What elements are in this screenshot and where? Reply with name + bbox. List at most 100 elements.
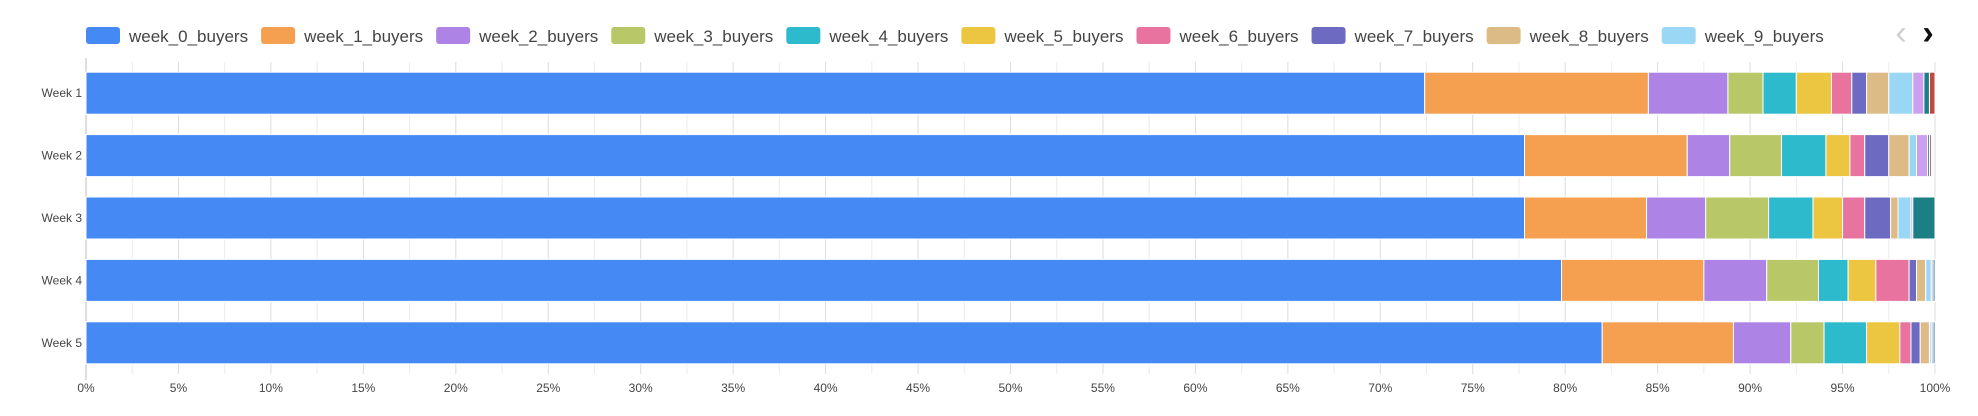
- legend-label: week_1_buyers: [303, 27, 423, 46]
- legend-swatch: [261, 27, 296, 44]
- legend-label: week_8_buyers: [1529, 27, 1649, 46]
- category-label: Week 4: [42, 273, 83, 287]
- legend-prev-icon[interactable]: ‹: [1895, 14, 1906, 52]
- bar-segment-week_2_buyers[interactable]: [1647, 71, 1729, 115]
- bars: [85, 71, 1936, 365]
- legend-label: week_7_buyers: [1354, 27, 1474, 46]
- legend-item-week_4_buyers[interactable]: week_4_buyers: [786, 27, 948, 46]
- legend-swatch: [1136, 27, 1171, 44]
- bar-segment-week_7_buyers[interactable]: [1908, 258, 1918, 302]
- bar-segment-week_6_buyers[interactable]: [1849, 134, 1866, 178]
- legend-item-week_6_buyers[interactable]: week_6_buyers: [1136, 27, 1299, 46]
- legend-item-week_7_buyers[interactable]: week_7_buyers: [1311, 27, 1474, 46]
- bar-segment-week_8_buyers[interactable]: [1919, 321, 1930, 365]
- bar-segment-week_4_buyers[interactable]: [1781, 134, 1827, 178]
- bar-segment-week_1_buyers[interactable]: [1424, 71, 1649, 115]
- bar-group-week-1: [85, 71, 1936, 115]
- legend-swatch: [786, 27, 821, 44]
- bar-segment-week_1_buyers[interactable]: [1601, 321, 1734, 365]
- legend-swatch: [961, 27, 996, 44]
- legend-label: week_9_buyers: [1704, 27, 1824, 46]
- bar-group-week-4: [85, 258, 1936, 302]
- legend-swatch: [86, 27, 120, 44]
- bar-segment-week_2_buyers[interactable]: [1703, 258, 1768, 302]
- bar-segment-week_1_buyers[interactable]: [1524, 134, 1688, 178]
- x-tick-label: 90%: [1738, 381, 1762, 395]
- bar-segment-week_7_buyers[interactable]: [1851, 71, 1868, 115]
- bar-segment-week_2_buyers[interactable]: [1686, 134, 1731, 178]
- bar-segment-series-10[interactable]: [1912, 71, 1925, 115]
- bar-segment-series-11[interactable]: [1932, 321, 1936, 365]
- bar-segment-series-11[interactable]: [1932, 258, 1936, 302]
- bar-segment-week_4_buyers[interactable]: [1818, 258, 1849, 302]
- x-tick-label: 45%: [906, 381, 930, 395]
- bar-segment-week_6_buyers[interactable]: [1830, 71, 1853, 115]
- x-tick-label: 55%: [1091, 381, 1115, 395]
- bar-segment-week_9_buyers[interactable]: [1888, 71, 1914, 115]
- bar-segment-week_5_buyers[interactable]: [1825, 134, 1851, 178]
- bar-segment-series-10[interactable]: [1916, 134, 1929, 178]
- bar-segment-week_5_buyers[interactable]: [1812, 196, 1844, 240]
- category-labels: Week 1 Week 2 Week 3 Week 4 Week 5: [42, 86, 83, 350]
- bar-segment-week_9_buyers[interactable]: [1897, 196, 1912, 240]
- bar-segment-week_0_buyers[interactable]: [85, 258, 1563, 302]
- legend-next-icon[interactable]: ›: [1922, 14, 1933, 52]
- x-tick-label: 85%: [1646, 381, 1670, 395]
- bar-segment-week_6_buyers[interactable]: [1899, 321, 1912, 365]
- x-tick-label: 15%: [351, 381, 375, 395]
- bar-segment-week_3_buyers[interactable]: [1729, 134, 1783, 178]
- bar-segment-week_5_buyers[interactable]: [1866, 321, 1901, 365]
- bar-segment-week_4_buyers[interactable]: [1762, 71, 1797, 115]
- bar-segment-week_4_buyers[interactable]: [1768, 196, 1814, 240]
- bar-segment-week_9_buyers[interactable]: [1925, 258, 1932, 302]
- legend-item-week_2_buyers[interactable]: week_2_buyers: [436, 27, 598, 46]
- bar-segment-week_7_buyers[interactable]: [1910, 321, 1921, 365]
- bar-segment-week_6_buyers[interactable]: [1842, 196, 1866, 240]
- bar-segment-week_0_buyers[interactable]: [85, 134, 1526, 178]
- x-tick-label: 30%: [629, 381, 653, 395]
- bar-segment-week_1_buyers[interactable]: [1561, 258, 1705, 302]
- x-tick-label: 80%: [1553, 381, 1577, 395]
- bar-segment-week_0_buyers[interactable]: [85, 71, 1426, 115]
- bar-segment-week_0_buyers[interactable]: [85, 196, 1526, 240]
- legend-item-week_5_buyers[interactable]: week_5_buyers: [961, 27, 1123, 46]
- legend-label: week_4_buyers: [828, 27, 948, 46]
- legend: week_0_buyers week_1_buyers week_2_buyers w…: [86, 27, 1824, 46]
- bar-segment-week_7_buyers[interactable]: [1864, 134, 1890, 178]
- category-label: Week 3: [42, 211, 83, 225]
- x-tick-label: 10%: [259, 381, 283, 395]
- category-label: Week 2: [42, 149, 83, 163]
- bar-segment-series-12[interactable]: [1928, 134, 1932, 178]
- bar-segment-week_4_buyers[interactable]: [1823, 321, 1868, 365]
- legend-item-week_3_buyers[interactable]: week_3_buyers: [611, 27, 773, 46]
- x-tick-label: 5%: [170, 381, 188, 395]
- legend-item-week_0_buyers[interactable]: week_0_buyers: [86, 27, 248, 46]
- bar-segment-week_3_buyers[interactable]: [1727, 71, 1764, 115]
- bar-segment-series-12[interactable]: [1928, 71, 1936, 115]
- bar-segment-week_2_buyers[interactable]: [1732, 321, 1792, 365]
- bar-segment-week_5_buyers[interactable]: [1795, 71, 1832, 115]
- legend-item-week_9_buyers[interactable]: week_9_buyers: [1661, 27, 1824, 46]
- bar-segment-week_8_buyers[interactable]: [1890, 196, 1899, 240]
- bar-segment-week_9_buyers[interactable]: [1908, 134, 1918, 178]
- x-tick-label: 100%: [1920, 381, 1951, 395]
- bar-segment-week_5_buyers[interactable]: [1847, 258, 1877, 302]
- bar-segment-week_3_buyers[interactable]: [1766, 258, 1820, 302]
- bar-segment-week_3_buyers[interactable]: [1790, 321, 1825, 365]
- legend-item-week_8_buyers[interactable]: week_8_buyers: [1486, 27, 1649, 46]
- bar-segment-week_3_buyers[interactable]: [1705, 196, 1770, 240]
- legend-item-week_1_buyers[interactable]: week_1_buyers: [261, 27, 423, 46]
- bar-segment-week_7_buyers[interactable]: [1864, 196, 1892, 240]
- bar-segment-week_1_buyers[interactable]: [1524, 196, 1648, 240]
- bar-segment-week_6_buyers[interactable]: [1875, 258, 1910, 302]
- x-tick-label: 0%: [77, 381, 95, 395]
- bar-segment-series-11[interactable]: [1923, 71, 1930, 115]
- bar-segment-week_2_buyers[interactable]: [1646, 196, 1707, 240]
- bar-segment-series-11[interactable]: [1912, 196, 1936, 240]
- bar-segment-week_8_buyers[interactable]: [1866, 71, 1890, 115]
- bar-segment-week_8_buyers[interactable]: [1916, 258, 1927, 302]
- x-tick-label: 35%: [721, 381, 745, 395]
- bar-segment-week_0_buyers[interactable]: [85, 321, 1603, 365]
- bar-segment-week_8_buyers[interactable]: [1888, 134, 1910, 178]
